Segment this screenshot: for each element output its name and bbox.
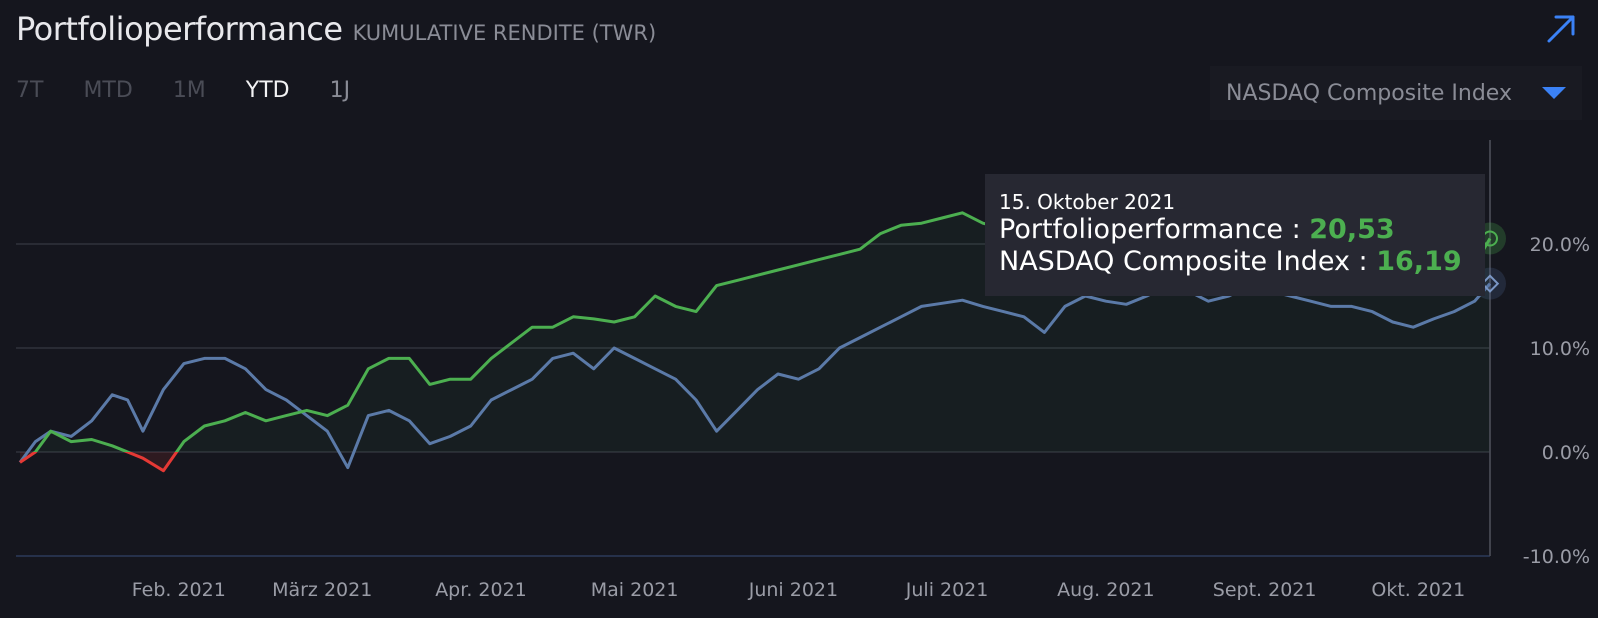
y-tick-label: 0.0% xyxy=(1542,442,1590,464)
portfolio-area-fill xyxy=(20,212,1490,452)
range-1j[interactable]: 1J xyxy=(329,78,351,103)
time-range-selector: 7T MTD 1M YTD 1J xyxy=(16,76,390,105)
page-title: Portfolioperformance xyxy=(16,10,343,48)
range-mtd[interactable]: MTD xyxy=(83,78,133,103)
x-tick-label: Okt. 2021 xyxy=(1371,579,1465,601)
benchmark-marker-halo xyxy=(1474,267,1506,300)
benchmark-marker xyxy=(1480,274,1500,293)
page-subtitle: KUMULATIVE RENDITE (TWR) xyxy=(352,21,657,45)
x-tick-label: Sept. 2021 xyxy=(1213,579,1317,601)
range-7t[interactable]: 7T xyxy=(16,78,44,103)
y-tick-label: 10.0% xyxy=(1530,338,1590,360)
expand-arrow-icon[interactable] xyxy=(1546,14,1576,44)
range-1m[interactable]: 1M xyxy=(172,78,206,103)
x-tick-label: Apr. 2021 xyxy=(435,579,527,601)
y-tick-label: 20.0% xyxy=(1530,234,1590,256)
x-tick-label: März 2021 xyxy=(272,579,372,601)
x-tick-label: Aug. 2021 xyxy=(1057,579,1155,601)
x-tick-label: Feb. 2021 xyxy=(132,579,226,601)
caret-down-icon xyxy=(1542,87,1566,99)
y-tick-label: -10.0% xyxy=(1523,546,1590,568)
chart-header: Portfolioperformance KUMULATIVE RENDITE … xyxy=(16,10,656,48)
portfolio-negative-area-fill xyxy=(20,452,1490,471)
benchmark-dropdown[interactable]: NASDAQ Composite Index xyxy=(1210,66,1582,120)
range-ytd[interactable]: YTD xyxy=(245,78,290,103)
benchmark-label: NASDAQ Composite Index xyxy=(1226,80,1512,106)
x-tick-label: Juni 2021 xyxy=(748,579,838,601)
x-tick-label: Juli 2021 xyxy=(905,579,989,601)
portfolio-marker-halo xyxy=(1474,222,1506,255)
x-tick-label: Mai 2021 xyxy=(591,579,679,601)
